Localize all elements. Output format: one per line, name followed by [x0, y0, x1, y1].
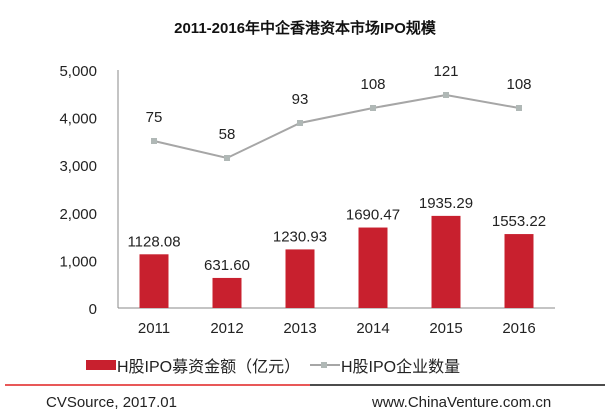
bar [285, 249, 315, 308]
bar [139, 254, 169, 308]
y-tick-label: 0 [89, 301, 97, 318]
footer-source: CVSource, 2017.01 [46, 394, 177, 411]
legend-bar-label: H股IPO募资金额（亿元） [117, 358, 300, 376]
line-marker [370, 105, 376, 111]
chart-title: 2011-2016年中企香港资本市场IPO规模 [174, 19, 437, 37]
bar-data-label: 1128.08 [127, 233, 180, 250]
x-tick-label: 2013 [283, 320, 316, 337]
bar-data-label: 1690.47 [346, 207, 400, 224]
line-series [153, 93, 520, 160]
bar [431, 215, 461, 308]
y-tick-label: 5,000 [59, 63, 97, 80]
y-tick-label: 2,000 [59, 206, 97, 223]
legend-line-marker [321, 362, 327, 368]
bar-data-label: 631.60 [204, 257, 250, 274]
footer-website: www.ChinaVenture.com.cn [371, 394, 551, 411]
bar-data-label: 1935.29 [419, 195, 473, 212]
y-tick-label: 3,000 [59, 158, 97, 175]
legend-bar-swatch [86, 360, 116, 370]
line-marker [224, 155, 230, 161]
y-tick-label: 4,000 [59, 111, 97, 128]
y-tick-label: 1,000 [59, 253, 97, 270]
line-data-label: 108 [506, 76, 531, 93]
x-tick-label: 2015 [429, 320, 462, 337]
line-marker [443, 92, 449, 98]
bar-data-label: 1553.22 [492, 213, 546, 230]
bar-data-label: 1230.93 [273, 228, 327, 245]
line-marker [297, 120, 303, 126]
x-tick-label: 2014 [356, 320, 389, 337]
bar [358, 227, 388, 308]
line-data-label: 121 [433, 63, 458, 80]
line-data-label: 58 [219, 126, 236, 143]
bar [504, 234, 534, 308]
x-tick-label: 2016 [502, 320, 535, 337]
legend-line-label: H股IPO企业数量 [341, 358, 460, 376]
legend: H股IPO募资金额（亿元） H股IPO企业数量 [86, 358, 460, 376]
x-tick-label: 2011 [138, 320, 170, 337]
x-tick-label: 2012 [210, 320, 243, 337]
line-data-label: 108 [360, 76, 385, 93]
line-data-label: 93 [292, 91, 309, 108]
bar [212, 277, 242, 308]
line-data-label: 75 [146, 109, 163, 126]
line-marker [151, 138, 157, 144]
line-marker [516, 105, 522, 111]
